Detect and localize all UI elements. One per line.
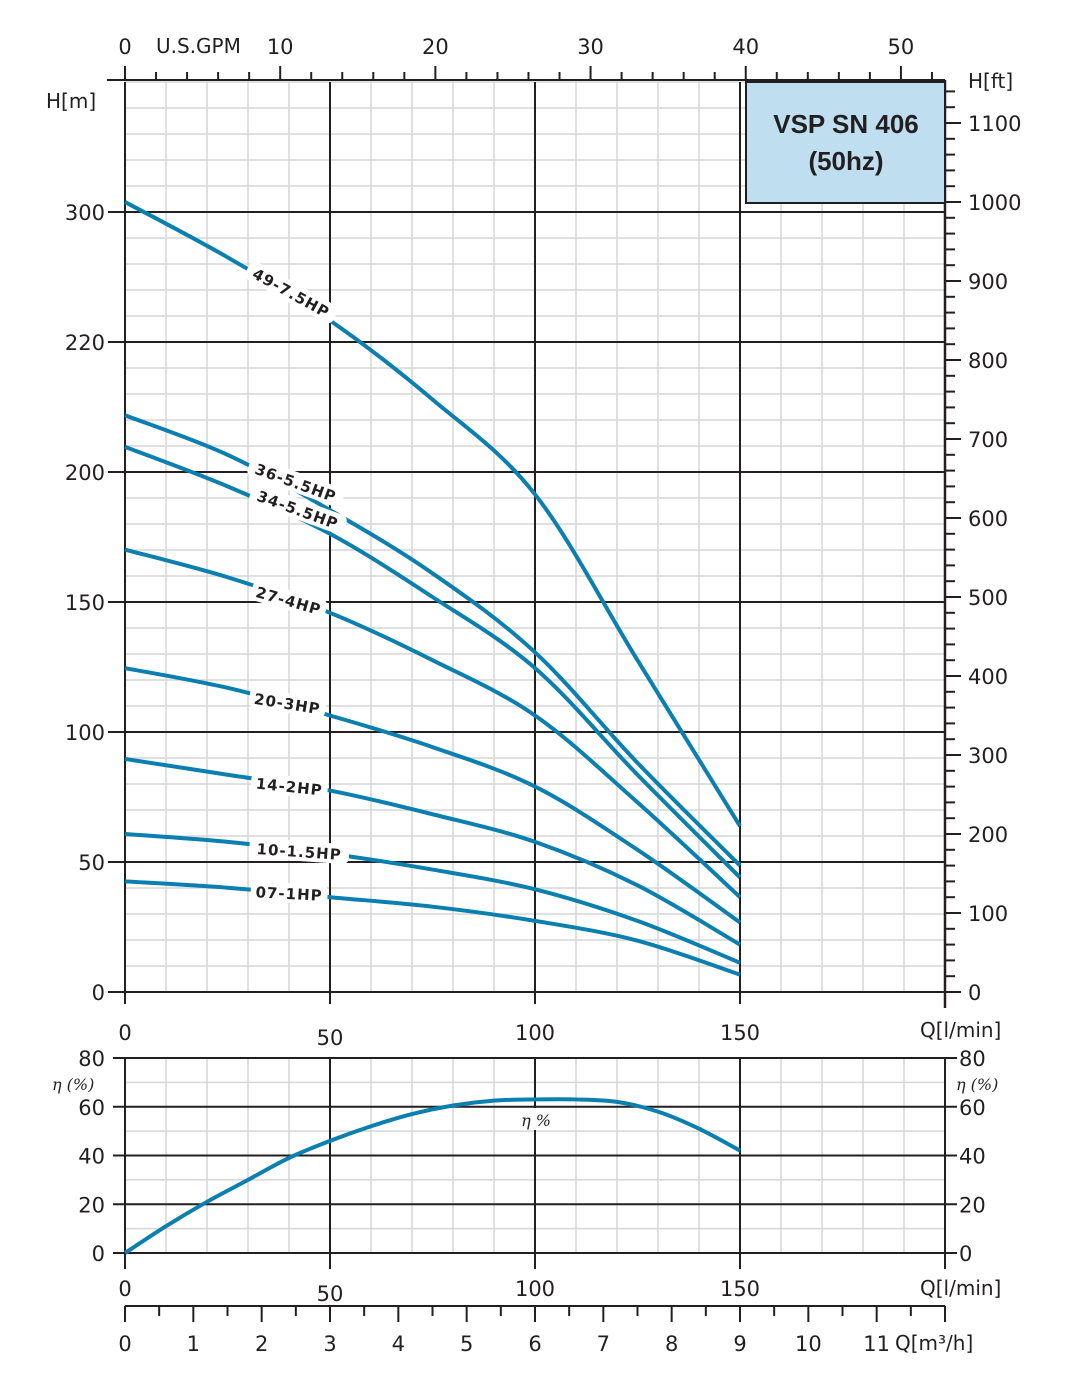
- curve-label: 20-3HP: [248, 688, 327, 718]
- q-lmin-tick-bottom: 100: [515, 1277, 555, 1301]
- eta-axis-title-right: η (%): [956, 1075, 998, 1094]
- h-m-tick: 100: [65, 721, 105, 745]
- h-ft-tick: 0: [968, 981, 981, 1005]
- q-lmin-tick-bottom: 150: [720, 1277, 760, 1301]
- eta-tick-right: 80: [959, 1047, 986, 1071]
- head-curve-14-2HP: [124, 756, 742, 947]
- title-line2: (50hz): [808, 146, 883, 176]
- q-m3h-tick: 1: [187, 1332, 200, 1356]
- q-m3h-tick: 3: [323, 1332, 336, 1356]
- curve-label: 10-1.5HP: [249, 837, 350, 865]
- q-m3h-tick: 5: [460, 1332, 473, 1356]
- q-m3h-tick: 11: [863, 1332, 890, 1356]
- gpm-axis-title: U.S.GPM: [156, 34, 241, 58]
- q-lmin-tick: 0: [118, 1021, 131, 1045]
- h-ft-tick: 900: [968, 270, 1008, 294]
- h-ft-tick: 1100: [968, 112, 1021, 136]
- gpm-tick: 40: [732, 35, 759, 59]
- q-lmin-tick: 50: [317, 1026, 344, 1050]
- svg-text:20-3HP: 20-3HP: [253, 690, 322, 718]
- h-ft-tick: 100: [968, 902, 1008, 926]
- efficiency-curve: η %: [123, 1097, 741, 1255]
- q-m3h-tick: 0: [118, 1332, 131, 1356]
- q-m3h-tick: 4: [392, 1332, 405, 1356]
- h-ft-tick: 300: [968, 744, 1008, 768]
- head-curve-34-5.5HP: [124, 445, 742, 879]
- q-lmin-tick: 150: [720, 1021, 760, 1045]
- head-curve-20-3HP: [124, 666, 742, 925]
- title-line1: VSP SN 406: [773, 109, 919, 139]
- eta-tick-left: 80: [78, 1047, 105, 1071]
- head-curve-27-4HP: [124, 547, 742, 899]
- eta-tick-left: 20: [78, 1193, 105, 1217]
- h-m-tick: 220: [65, 331, 105, 355]
- q-m3h-tick: 6: [528, 1332, 541, 1356]
- eta-curve: [123, 1097, 741, 1255]
- q-lmin-tick-bottom: 50: [317, 1282, 344, 1306]
- curve-label: 14-2HP: [250, 772, 329, 800]
- h-ft-tick: 500: [968, 586, 1008, 610]
- q-lmin-axis-title-top: Q[l/min]: [920, 1018, 1001, 1042]
- q-m3h-tick: 10: [795, 1332, 822, 1356]
- head-curve-49-7.5HP: [124, 200, 742, 828]
- gpm-tick: 0: [118, 35, 131, 59]
- h-ft-axis-title: H[ft]: [968, 69, 1013, 93]
- head-curve-36-5.5HP: [124, 413, 742, 868]
- head-curve-10-1.5HP: [124, 832, 741, 965]
- head-curves: 49-7.5HP36-5.5HP34-5.5HP27-4HP20-3HP14-2…: [124, 200, 742, 977]
- gpm-tick: 30: [577, 35, 604, 59]
- eta-tick-right: 20: [959, 1193, 986, 1217]
- curve-label: 07-1HP: [250, 881, 328, 905]
- h-ft-tick: 400: [968, 665, 1008, 689]
- h-ft-tick: 1000: [968, 191, 1021, 215]
- h-ft-tick: 700: [968, 428, 1008, 452]
- title-box: VSP SN 406 (50hz): [745, 81, 946, 204]
- svg-text:07-1HP: 07-1HP: [255, 883, 323, 904]
- h-m-tick: 0: [92, 981, 105, 1005]
- h-m-tick: 150: [65, 591, 105, 615]
- q-m3h-tick: 8: [665, 1332, 678, 1356]
- eta-curve-label: η %: [521, 1111, 551, 1130]
- q-lmin-tick: 100: [515, 1021, 555, 1045]
- h-m-tick: 50: [78, 851, 105, 875]
- h-m-tick: 200: [65, 461, 105, 485]
- eta-axis-title-left: η (%): [52, 1075, 94, 1094]
- q-m3h-tick: 7: [597, 1332, 610, 1356]
- q-m3h-tick: 9: [733, 1332, 746, 1356]
- h-ft-tick: 600: [968, 507, 1008, 531]
- eta-tick-left: 60: [78, 1096, 105, 1120]
- eta-tick-right: 60: [959, 1096, 986, 1120]
- eta-tick-left: 40: [78, 1145, 105, 1169]
- gpm-tick: 10: [267, 35, 294, 59]
- q-m3h-tick: 2: [255, 1332, 268, 1356]
- q-m3h-axis-title: Q[m³/h]: [895, 1331, 973, 1355]
- eta-tick-left: 0: [92, 1242, 105, 1266]
- gpm-tick: 50: [888, 35, 915, 59]
- head-curve-07-1HP: [124, 879, 741, 977]
- svg-text:10-1.5HP: 10-1.5HP: [256, 840, 342, 864]
- svg-text:49-7.5HP: 49-7.5HP: [249, 265, 332, 322]
- q-lmin-axis-title-bottom: Q[l/min]: [920, 1276, 1001, 1300]
- gpm-tick: 20: [422, 35, 449, 59]
- h-ft-tick: 800: [968, 349, 1008, 373]
- h-ft-tick: 200: [968, 823, 1008, 847]
- eta-tick-right: 40: [959, 1145, 986, 1169]
- h-m-axis-title: H[m]: [46, 89, 96, 113]
- eta-tick-right: 0: [959, 1242, 972, 1266]
- svg-text:14-2HP: 14-2HP: [255, 775, 324, 800]
- q-lmin-tick-bottom: 0: [118, 1277, 131, 1301]
- h-m-tick: 300: [65, 201, 105, 225]
